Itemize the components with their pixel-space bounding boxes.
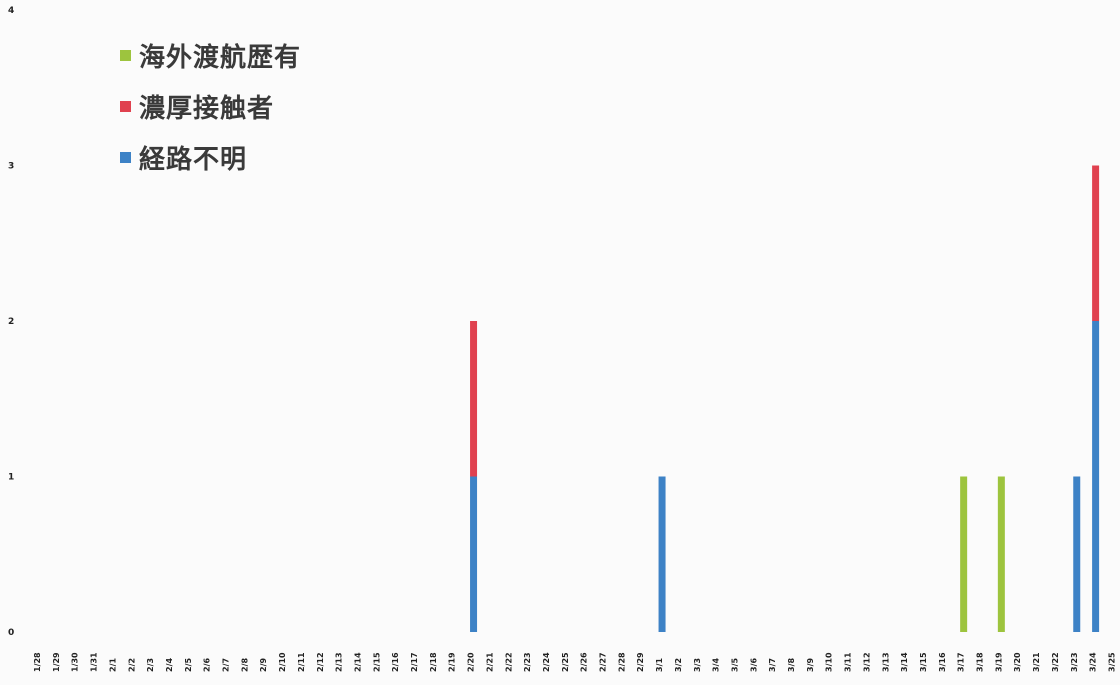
bar-segment bbox=[1073, 476, 1081, 632]
x-tick-label: 2/17 bbox=[410, 652, 419, 672]
x-tick-label: 2/13 bbox=[335, 652, 344, 672]
x-tick-label: 3/18 bbox=[976, 652, 985, 672]
x-tick-label: 3/19 bbox=[994, 652, 1003, 672]
x-tick-label: 3/8 bbox=[787, 658, 796, 672]
x-tick-label: 3/5 bbox=[730, 658, 739, 672]
x-tick-label: 3/6 bbox=[749, 658, 758, 672]
x-tick-label: 3/24 bbox=[1089, 652, 1098, 672]
x-tick-label: 2/25 bbox=[561, 652, 570, 672]
bar-segment bbox=[1092, 165, 1100, 321]
y-tick-label: 0 bbox=[8, 628, 14, 638]
legend-item-unknown-route: 経路不明 bbox=[120, 132, 301, 183]
x-tick-label: 3/25 bbox=[1107, 652, 1116, 672]
x-tick-label: 3/3 bbox=[693, 658, 702, 672]
x-tick-label: 1/28 bbox=[33, 652, 42, 672]
legend: 海外渡航歴有 濃厚接触者 経路不明 bbox=[120, 30, 301, 183]
legend-swatch-overseas bbox=[120, 50, 131, 61]
x-tick-label: 2/5 bbox=[184, 658, 193, 672]
x-tick-label: 2/4 bbox=[165, 658, 174, 672]
x-tick-label: 2/15 bbox=[372, 652, 381, 672]
x-tick-label: 2/14 bbox=[353, 652, 362, 672]
x-tick-label: 2/26 bbox=[580, 652, 589, 672]
x-tick-label: 3/7 bbox=[768, 658, 777, 672]
x-tick-label: 2/7 bbox=[222, 658, 231, 672]
x-tick-label: 2/9 bbox=[259, 658, 268, 672]
x-tick-label: 3/2 bbox=[674, 658, 683, 672]
x-tick-label: 3/20 bbox=[1013, 652, 1022, 672]
x-tick-label: 3/11 bbox=[844, 652, 853, 672]
legend-item-close-contact: 濃厚接触者 bbox=[120, 81, 301, 132]
x-tick-label: 2/19 bbox=[448, 652, 457, 672]
x-tick-label: 3/13 bbox=[881, 652, 890, 672]
bars bbox=[470, 165, 1100, 632]
bar-segment bbox=[470, 321, 478, 477]
x-tick-label: 2/10 bbox=[278, 652, 287, 672]
x-tick-label: 2/22 bbox=[504, 652, 513, 672]
x-tick-label: 2/27 bbox=[599, 652, 608, 672]
x-tick-label: 1/29 bbox=[52, 652, 61, 672]
x-tick-label: 3/4 bbox=[712, 658, 721, 672]
x-tick-label: 3/15 bbox=[919, 652, 928, 672]
x-tick-label: 2/8 bbox=[240, 658, 249, 672]
x-tick-label: 2/11 bbox=[297, 652, 306, 672]
bar-segment bbox=[470, 476, 478, 632]
x-tick-label: 2/18 bbox=[429, 652, 438, 672]
bar-segment bbox=[960, 476, 968, 632]
legend-label-unknown-route: 経路不明 bbox=[139, 145, 248, 175]
x-tick-label: 3/23 bbox=[1070, 652, 1079, 672]
y-tick-label: 1 bbox=[8, 473, 14, 483]
x-tick-label: 3/16 bbox=[938, 652, 947, 672]
legend-label-close-contact: 濃厚接触者 bbox=[139, 94, 275, 124]
bar-segment bbox=[1092, 321, 1100, 632]
x-tick-label: 2/21 bbox=[485, 652, 494, 672]
x-tick-label: 2/24 bbox=[542, 652, 551, 672]
x-tick-label: 3/10 bbox=[825, 652, 834, 672]
x-tick-label: 3/22 bbox=[1051, 652, 1060, 672]
x-tick-label: 2/23 bbox=[523, 652, 532, 672]
legend-swatch-close-contact bbox=[120, 101, 131, 112]
x-tick-label: 2/2 bbox=[127, 658, 136, 672]
x-tick-label: 3/9 bbox=[806, 658, 815, 672]
legend-label-overseas: 海外渡航歴有 bbox=[139, 43, 302, 73]
x-axis-ticks: 1/28 1/29 1/30 1/31 2/1 2/2 2/3 2/4 2/5 2/6 2/7 2/8… bbox=[33, 652, 1116, 672]
legend-item-overseas: 海外渡航歴有 bbox=[120, 30, 301, 81]
x-tick-label: 2/16 bbox=[391, 652, 400, 672]
legend-swatch-unknown-route bbox=[120, 152, 131, 163]
x-tick-label: 2/20 bbox=[467, 652, 476, 672]
y-tick-label: 2 bbox=[8, 317, 14, 327]
x-tick-label: 1/30 bbox=[71, 652, 80, 672]
x-tick-label: 2/1 bbox=[108, 658, 117, 672]
y-tick-label: 4 bbox=[8, 6, 14, 16]
x-tick-label: 2/28 bbox=[617, 652, 626, 672]
x-tick-label: 3/21 bbox=[1032, 652, 1041, 672]
x-tick-label: 1/31 bbox=[90, 652, 99, 672]
x-tick-label: 3/17 bbox=[957, 652, 966, 672]
x-tick-label: 2/12 bbox=[316, 652, 325, 672]
x-tick-label: 3/1 bbox=[655, 658, 664, 672]
bar-segment bbox=[997, 476, 1005, 632]
x-tick-label: 3/14 bbox=[900, 652, 909, 672]
y-axis-ticks: 0 1 2 3 4 bbox=[8, 6, 14, 638]
bar-segment bbox=[658, 476, 666, 632]
x-tick-label: 3/12 bbox=[862, 652, 871, 672]
x-tick-label: 2/29 bbox=[636, 652, 645, 672]
y-tick-label: 3 bbox=[8, 162, 14, 172]
x-tick-label: 2/6 bbox=[203, 658, 212, 672]
x-tick-label: 2/3 bbox=[146, 658, 155, 672]
